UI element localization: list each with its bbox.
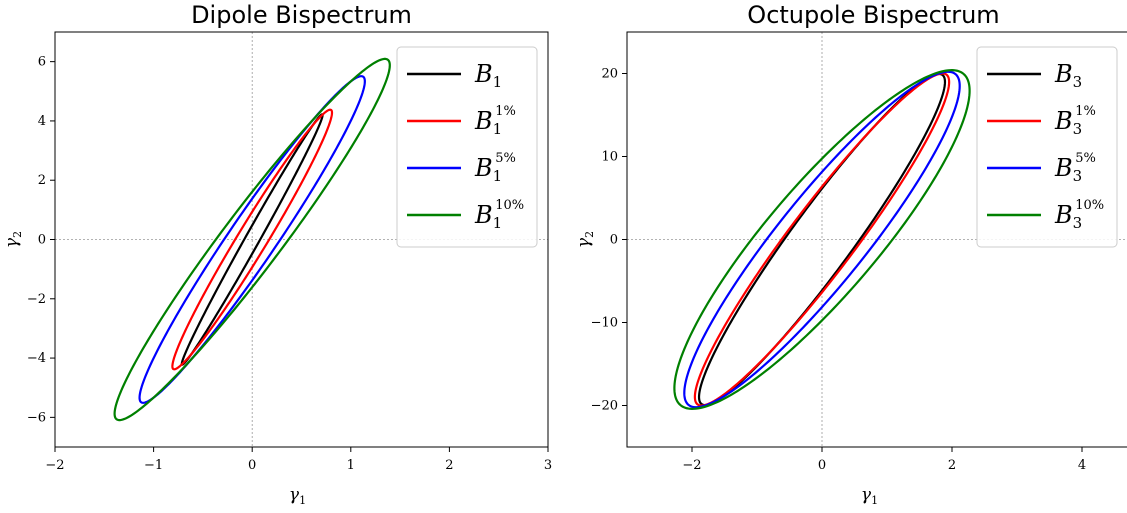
legend-label: B1 [474,60,502,91]
y-tick-label: 4 [38,114,46,129]
x-tick-label: 3 [544,458,552,473]
y-tick-label: 6 [38,55,46,70]
y-tick-label: 0 [610,233,618,248]
series-curve-B35 [683,70,961,409]
series-curve-B310 [673,69,971,410]
chart-title: Dipole Bispectrum [191,1,412,29]
x-tick-label: 2 [445,458,453,473]
legend-box [976,46,1118,248]
y-tick-label: −20 [591,399,618,414]
x-axis-label: γ1 [861,485,878,507]
y-tick-label: −4 [27,351,46,366]
dipole-bispectrum-panel: Dipole Bispectrum −2 −1 0 1 2 3 −6 −4 −2 0 2 4 6 γ1 γ2 B… [2,1,552,507]
series-curve-B11 [171,108,334,371]
x-tick-label: 0 [248,458,256,473]
series-curve-B15 [138,75,366,404]
x-tick-label: 4 [1078,458,1086,473]
x-tick-label: 1 [347,458,355,473]
y-axis-label: γ2 [2,231,24,248]
y-tick-label: 0 [38,233,46,248]
series-curve-B110 [113,57,391,422]
series-curve-B31 [693,72,951,407]
y-tick-label: −6 [27,410,46,425]
x-tick-label: 2 [948,458,956,473]
x-tick-label: 0 [818,458,826,473]
y-tick-label: −10 [591,316,618,331]
chart-title: Octupole Bispectrum [747,1,999,29]
x-axis-label: γ1 [289,485,306,507]
y-tick-label: 10 [601,150,618,165]
y-tick-label: −2 [27,292,46,307]
y-tick-label: 20 [601,67,618,82]
octupole-bispectrum-panel: Octupole Bispectrum−2 0 2 4−20−1001020γ1γ2B… [574,1,1127,507]
x-tick-label: −2 [682,458,701,473]
x-tick-label: −1 [144,458,163,473]
y-tick-label: 2 [38,173,46,188]
legend-box [396,46,538,248]
y-axis-label: γ2 [574,231,596,248]
x-tick-label: −2 [45,458,64,473]
